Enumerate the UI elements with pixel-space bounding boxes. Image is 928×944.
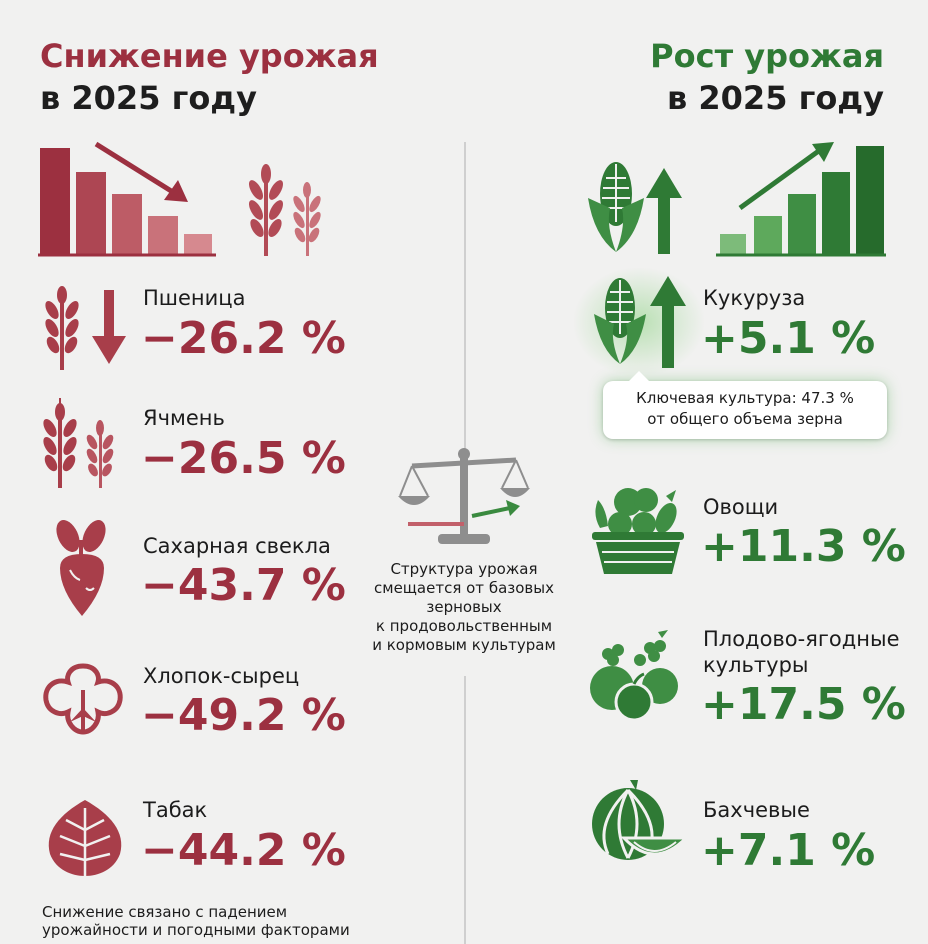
tobacco-leaf-icon: [48, 800, 122, 876]
growth-subtitle: в 2025 году: [667, 79, 884, 117]
corn-growth-icon: [588, 162, 682, 254]
decline-footnote-line1: Снижение связано с падением: [42, 903, 288, 921]
barley-icon: [43, 398, 114, 488]
beet-icon: [56, 520, 106, 616]
vegetable-basket-icon: [592, 488, 684, 574]
decline-subtitle: в 2025 году: [40, 79, 257, 117]
shift-note-line2: смещается от базовых: [374, 579, 554, 597]
fruits-label-line1: Плодово-ягодные: [703, 627, 900, 651]
tobacco-label: Табак: [143, 798, 208, 822]
shift-note-line4: к продовольственным: [375, 617, 553, 635]
shift-note-line5: и кормовым культурам: [372, 636, 556, 654]
growth-title: Рост урожая: [650, 37, 884, 75]
growth-chart-icon: [716, 142, 886, 257]
corn-icon: [594, 276, 686, 368]
melon-icon: [592, 780, 688, 860]
wheat-value: −26.2 %: [141, 313, 346, 364]
decline-footnote-line2: урожайности и погодными факторами: [42, 921, 350, 939]
corn-callout-line1: Ключевая культура: 47.3 %: [636, 389, 854, 407]
melons-value: +7.1 %: [701, 825, 876, 876]
scales-icon: [398, 448, 530, 544]
cotton-icon: [43, 663, 123, 735]
fruit-icon: [590, 630, 678, 722]
shift-note: Структура урожая смещается от базовых зе…: [352, 560, 576, 655]
shift-note-line1: Структура урожая: [390, 560, 538, 578]
melons-label: Бахчевые: [703, 798, 810, 822]
corn-value: +5.1 %: [701, 313, 876, 364]
fruits-label-line2: культуры: [703, 653, 809, 677]
fruits-value: +17.5 %: [701, 679, 906, 730]
vegetables-label: Овощи: [703, 495, 779, 519]
cotton-label: Хлопок-сырец: [143, 664, 300, 688]
corn-callout-line2: от общего объема зерна: [647, 410, 843, 428]
tobacco-value: −44.2 %: [141, 825, 346, 876]
cotton-value: −49.2 %: [141, 690, 346, 741]
decline-title: Снижение урожая: [40, 37, 379, 75]
sugar-beet-label: Сахарная свекла: [143, 534, 331, 558]
wheat-pair-icon: [249, 164, 321, 256]
divider-top: [464, 142, 466, 504]
wheat-label: Пшеница: [143, 286, 246, 310]
divider-bottom: [464, 676, 466, 944]
declining-chart-icon: [38, 141, 216, 257]
barley-label: Ячмень: [143, 406, 225, 430]
corn-label: Кукуруза: [703, 286, 806, 310]
sugar-beet-value: −43.7 %: [141, 560, 346, 611]
barley-value: −26.5 %: [141, 433, 346, 484]
wheat-icon: [45, 286, 126, 370]
corn-callout: Ключевая культура: 47.3 % от общего объе…: [603, 371, 887, 439]
shift-note-line3: зерновых: [426, 598, 502, 616]
vegetables-value: +11.3 %: [701, 521, 906, 572]
